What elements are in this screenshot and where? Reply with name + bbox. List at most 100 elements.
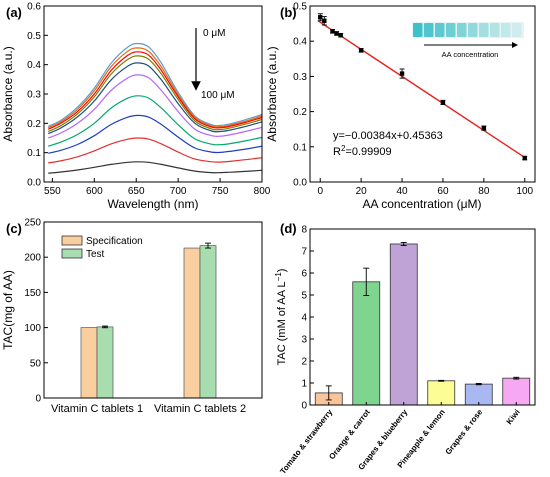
y-tick-label: 0.4 — [27, 60, 41, 71]
legend-swatch-test — [61, 248, 83, 259]
x-category-label: Vitamin C tablets 2 — [154, 403, 246, 415]
y-tick-label: 0.6 — [27, 2, 41, 13]
panel-d-y-axis-label: TAC (mM of AA L−1) — [274, 269, 288, 366]
inset-strip-1 — [424, 23, 434, 37]
bar-specification-0 — [80, 327, 98, 399]
inset-strip-9 — [512, 23, 522, 37]
legend-swatch-specification — [61, 235, 83, 246]
bar-4 — [464, 383, 493, 406]
x-tick-label: 600 — [86, 186, 103, 197]
x-category-label: Kiwi — [505, 408, 522, 427]
x-tick-label: 40 — [396, 186, 408, 197]
bar-2 — [389, 243, 418, 406]
x-tick-label: 800 — [254, 186, 271, 197]
inset-strip-4 — [457, 23, 467, 37]
panel-b-inset-caption: AA concentration — [442, 50, 499, 59]
panel-c-bars — [80, 242, 217, 399]
y-tick-label: 100 — [24, 323, 41, 334]
y-tick-label: 0.1 — [27, 148, 41, 159]
y-tick-label: 8 — [301, 225, 307, 236]
legend-label-specification: Specification — [86, 236, 143, 247]
data-point — [358, 48, 364, 53]
bar-specification-1 — [183, 247, 201, 399]
y-tick-label: 7 — [301, 247, 307, 258]
spectrum-line-2 — [47, 51, 263, 130]
inset-strip-0 — [413, 23, 423, 37]
panel-a-label: (a) — [6, 5, 22, 20]
x-tick-label: 80 — [478, 186, 490, 197]
spectrum-line-1 — [47, 47, 263, 129]
data-point — [330, 29, 335, 34]
x-tick-label: 20 — [356, 186, 368, 197]
y-tick-label: 0.4 — [293, 37, 307, 48]
x-category-label: Vitamin C tablets 1 — [51, 403, 143, 415]
panel-b-x-ticks: 0 20 40 60 80 100 — [317, 178, 534, 197]
panel-b-inset-strips — [412, 22, 524, 38]
panel-b-r-squared: R2=0.99909 — [333, 144, 392, 158]
panel-b-x-axis-label: AA concentration (μM) — [363, 197, 482, 211]
y-tick-label: 0.1 — [293, 142, 307, 153]
panel-a: (a) 550 600 650 700 750 800 0.00.10.20.30.40.… — [1, 2, 271, 212]
panel-c-y-ticks: 0 50 100 150 200 250 — [24, 218, 48, 405]
inset-strip-5 — [468, 23, 478, 37]
data-point — [318, 15, 323, 20]
panel-a-annotation-100um: 100 μM — [201, 90, 235, 101]
panel-d-bars — [314, 241, 531, 406]
spectrum-line-3 — [47, 55, 263, 133]
x-tick-label: 100 — [516, 186, 533, 197]
spectrum-line-5 — [47, 74, 263, 139]
spectrum-line-4 — [47, 62, 263, 135]
fit-line — [317, 20, 528, 160]
data-point — [481, 125, 487, 131]
x-tick-label: 550 — [44, 186, 61, 197]
data-point — [440, 100, 446, 105]
spectrum-line-7 — [48, 114, 263, 154]
y-tick-label: 0.3 — [27, 90, 41, 101]
panel-d-frame — [309, 228, 536, 406]
panel-b-equation: y=−0.00384x+0.45363 — [333, 130, 443, 142]
spectrum-line-9 — [48, 161, 263, 174]
inset-strip-8 — [501, 23, 511, 37]
y-tick-label: 6 — [301, 269, 307, 280]
x-category-label: Orange & carrot — [327, 407, 372, 461]
y-tick-label: 3 — [301, 335, 307, 346]
x-tick-label: 750 — [212, 186, 229, 197]
inset-strip-7 — [490, 23, 500, 37]
inset-strip-6 — [479, 23, 489, 37]
data-point — [334, 31, 339, 36]
data-point — [338, 33, 343, 38]
inset-strip-3 — [446, 23, 456, 37]
y-tick-label: 1 — [301, 379, 307, 390]
panel-a-annotation-0um: 0 μM — [203, 28, 225, 39]
panel-c-legend: Specification Test — [61, 235, 143, 260]
y-tick-label: 0.5 — [27, 31, 41, 42]
y-tick-label: 2 — [301, 357, 307, 368]
bar-3 — [427, 380, 456, 406]
y-tick-label: 0.2 — [293, 107, 307, 118]
data-point — [522, 155, 527, 161]
x-tick-label: 60 — [437, 186, 449, 197]
panel-b-frame — [309, 5, 536, 183]
y-tick-label: 0.0 — [27, 178, 41, 189]
panel-b-fit-line — [317, 20, 528, 160]
y-tick-label: 50 — [30, 358, 42, 369]
panel-c-x-ticks: Vitamin C tablets 1 Vitamin C tablets 2 — [51, 403, 246, 415]
y-tick-label: 0 — [301, 401, 307, 412]
spectrum-line-6 — [48, 95, 263, 147]
y-tick-label: 4 — [301, 313, 307, 324]
panel-b-y-axis-label: Absorbance (a.u.) — [265, 46, 279, 141]
spectrum-line-8 — [48, 137, 263, 164]
data-point — [399, 71, 405, 76]
panel-b-label: (b) — [280, 5, 297, 20]
panel-c-frame — [43, 221, 263, 399]
y-tick-label: 0.2 — [27, 119, 41, 130]
data-point — [322, 18, 327, 23]
panel-a-spectra — [47, 42, 263, 174]
panel-c: (c) Vitamin C tablets 1 Vitamin C tablets… — [1, 218, 263, 415]
panel-a-y-axis-label: Absorbance (a.u.) — [1, 46, 15, 141]
spectrum-line-0 — [47, 42, 263, 127]
x-tick-label: 650 — [128, 186, 145, 197]
